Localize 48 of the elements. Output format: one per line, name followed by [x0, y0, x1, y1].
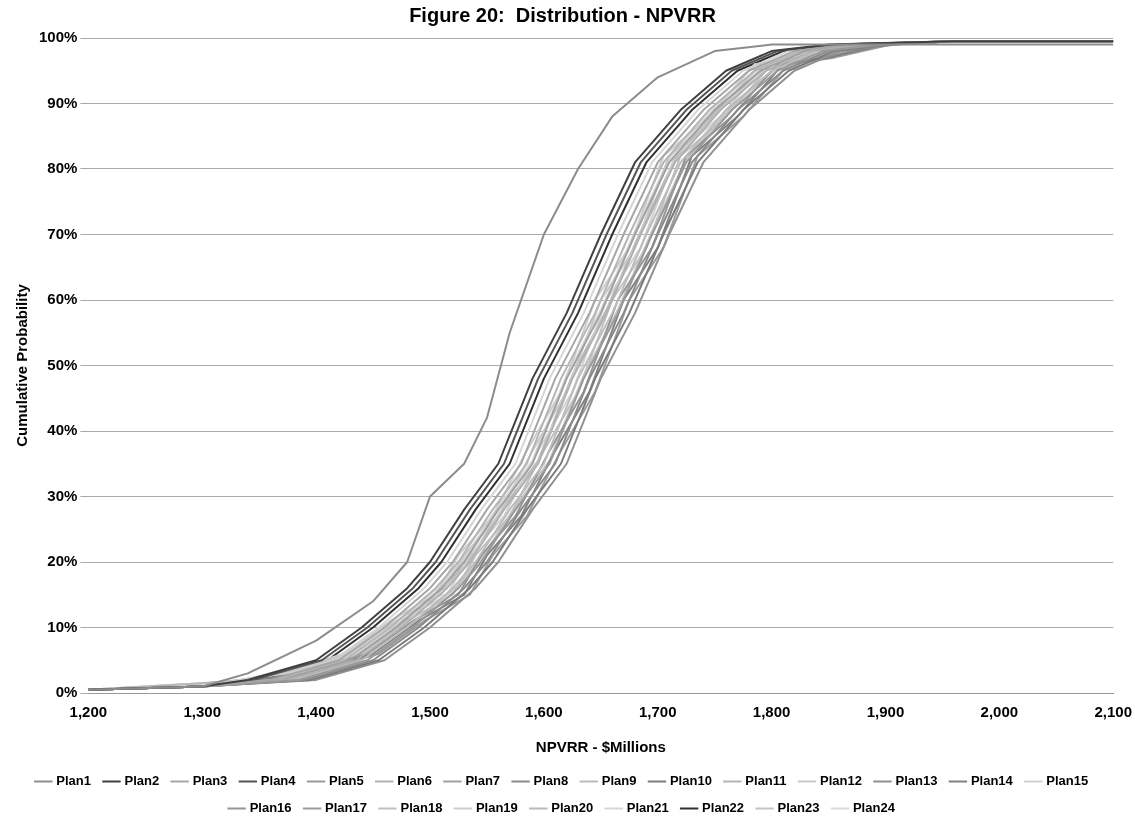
legend-label: Plan11 [745, 773, 787, 789]
legend-label: Plan22 [702, 800, 745, 816]
legend-label: Plan12 [820, 773, 862, 789]
legend-label: Plan14 [970, 773, 1014, 789]
legend-label: Plan18 [400, 800, 443, 816]
legend-label: Plan10 [669, 773, 712, 789]
y-axis-title: Cumulative Probability [13, 283, 31, 447]
legend-label: Plan1 [56, 773, 91, 789]
legend-label: Plan4 [260, 773, 297, 789]
y-tick-label: 60% [47, 290, 78, 308]
y-tick-label: 20% [47, 552, 78, 570]
legend-label: Plan6 [397, 773, 432, 789]
legend-label: Plan16 [249, 800, 292, 816]
x-tick-label: 1,200 [69, 703, 108, 721]
y-tick-label: 50% [47, 355, 78, 373]
legend-label: Plan20 [551, 800, 594, 816]
legend-label: Plan19 [475, 800, 518, 816]
x-axis-title: NPVRR - $Millions [535, 738, 666, 756]
legend-label: Plan23 [777, 800, 820, 816]
y-tick-label: 40% [47, 421, 78, 439]
x-tick-label: 1,400 [297, 703, 335, 721]
legend-label: Plan21 [626, 800, 669, 816]
legend-label: Plan17 [325, 800, 367, 816]
y-tick-label: 10% [47, 617, 78, 635]
y-tick-label: 70% [47, 224, 78, 242]
x-tick-label: 1,300 [183, 703, 222, 721]
x-tick-label: 2,100 [1094, 703, 1133, 721]
legend-label: Plan3 [192, 773, 228, 789]
x-tick-label: 1,500 [411, 703, 449, 721]
chart-title: Figure 20: Distribution - NPVRR [409, 3, 717, 26]
legend-label: Plan13 [895, 773, 938, 789]
y-tick-label: 0% [55, 683, 78, 701]
legend-label: Plan9 [601, 773, 637, 789]
x-tick-label: 1,700 [638, 703, 677, 721]
legend-label: Plan2 [124, 773, 160, 789]
legend-label: Plan5 [329, 773, 364, 789]
x-tick-label: 1,800 [752, 703, 791, 721]
legend-label: Plan24 [852, 800, 896, 816]
legend-label: Plan8 [533, 773, 569, 789]
y-tick-label: 80% [47, 159, 78, 177]
legend-label: Plan7 [465, 773, 501, 789]
legend-label: Plan15 [1046, 773, 1089, 789]
x-tick-label: 2,000 [980, 703, 1019, 721]
y-tick-label: 100% [38, 28, 78, 46]
x-tick-label: 1,600 [525, 703, 563, 721]
y-tick-label: 90% [47, 93, 78, 111]
x-tick-label: 1,900 [866, 703, 905, 721]
y-tick-label: 30% [47, 486, 78, 504]
